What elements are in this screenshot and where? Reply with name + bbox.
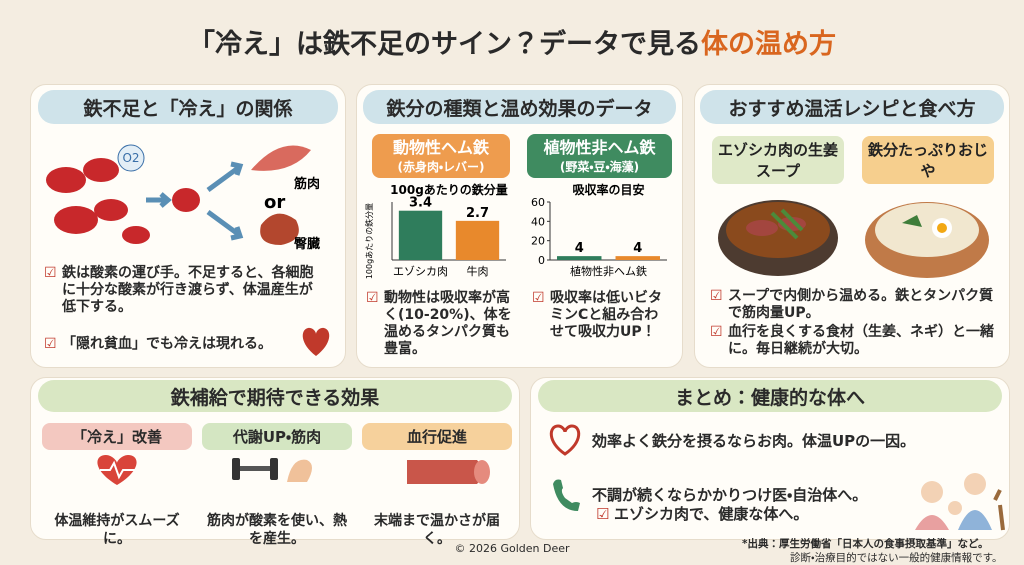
effect-text: 体温維持がスムーズに。: [54, 513, 180, 547]
o2-label: O2: [122, 151, 139, 165]
chart: 吸収率の目安 0 20 40 60 4 4 植物性非ヘム鉄: [531, 182, 667, 278]
heart-icon: [302, 327, 330, 356]
heme-name: 動物性ヘム鉄: [392, 138, 489, 157]
effect-card: 代謝UP・筋肉筋肉が酸素を使い、熱を産生。: [202, 423, 352, 548]
bullet: 吸収率は低いビタミンCと組み合わせて吸収力UP！: [532, 290, 672, 341]
x-tick-label: 牛肉: [467, 264, 489, 278]
bar: [398, 210, 443, 260]
nonheme-sources: (野菜・豆・海藻): [559, 160, 640, 174]
value-label: 4: [633, 241, 642, 256]
bullet: スープで内側から温める。鉄とタンパク質で筋肉量UP。: [710, 288, 1000, 322]
nonheme-name: 植物性非ヘム鉄: [543, 138, 656, 157]
summary-item: エゾシカ肉で、健康な体へ。: [596, 506, 826, 524]
effect-title: 代謝UP・筋肉: [202, 423, 352, 450]
nonheme-tag: 植物性非ヘム鉄 (野菜・豆・海藻): [527, 134, 672, 178]
kidney-label: 臀臓: [294, 236, 320, 252]
heme-sources: (赤身肉・レバー): [397, 160, 485, 174]
effect-title: 「冷え」改善: [42, 423, 192, 450]
value-label: 3.4: [409, 196, 432, 211]
title: 「冷え」は鉄不足のサイン？データで見る体の温め方: [0, 22, 1024, 61]
effect-icons: [97, 455, 490, 485]
iron-heading: 鉄分の種類と温め効果のデータ: [363, 90, 676, 124]
effects-heading: 鉄補給で期待できる効果: [38, 380, 512, 412]
summary-heading: まとめ：健康的な体へ: [538, 380, 1002, 412]
x-tick-label: エゾシカ肉: [393, 265, 448, 278]
effect-title: 血行促進: [362, 423, 512, 450]
bar: [557, 256, 602, 260]
effect-text: 筋肉が酸素を使い、熱を産生。: [207, 513, 347, 547]
source: *出典：厚生労働省「日本人の食事摂取基準」など。: [742, 538, 989, 550]
bullet: 動物性は吸収率が高く(10-20%)、体を温めるタンパク質も豊富。: [366, 290, 516, 358]
y-tick-label: 0: [538, 254, 545, 267]
bullet: 血行を良くする食材（生姜、ネギ）と一緒に。毎日継続が大切。: [710, 324, 1000, 358]
family-illustration: [915, 473, 1005, 531]
effect-card: 「冷え」改善体温維持がスムーズに。: [42, 423, 192, 548]
effect-card: 血行促進末端まで温かさが届く。: [362, 423, 512, 548]
value-label: 4: [575, 241, 584, 256]
y-tick-label: 40: [531, 215, 545, 228]
muscle-label: 筋肉: [293, 176, 320, 192]
bar: [455, 220, 500, 260]
title-main: 「冷え」は鉄不足のサイン？データで見る: [188, 29, 701, 60]
value-label: 2.7: [466, 206, 489, 221]
copyright: © 2026 Golden Deer: [454, 542, 570, 555]
y-axis-label: 100gあたりの鉄分量: [364, 203, 374, 279]
effect-text: 末端まで温かさが届く。: [374, 513, 500, 547]
summary-item: 不調が続くならかかりつけ医・自治体へ。: [592, 486, 868, 504]
recipe-heading: おすすめ温活レシピと食べ方: [700, 90, 1004, 124]
chart-title: 100gあたりの鉄分量: [390, 182, 508, 197]
x-axis-label: 植物性非ヘム鉄: [570, 264, 647, 278]
bullet: 鉄は酸素の運び手。不足すると、各細胞に十分な酸素が行き渡らず、体温産生が低下する…: [44, 265, 314, 316]
chart-title: 吸収率の目安: [572, 182, 644, 197]
summary-icons: [549, 424, 581, 511]
or-label: or: [264, 192, 285, 213]
y-tick-label: 60: [531, 196, 545, 209]
heme-tag: 動物性ヘム鉄 (赤身肉・レバー): [372, 134, 510, 178]
bullet: 「隠れ貧血」でも冷えは現れる。: [44, 336, 314, 353]
y-tick-label: 20: [531, 235, 545, 248]
recipe-name: 鉄分たっぷりおじや: [862, 136, 994, 184]
recipe-name: エゾシカ肉の生姜スープ: [712, 136, 844, 184]
relation-heading: 鉄不足と「冷え」の関係: [38, 90, 338, 124]
blood-illustration: O2 筋肉 or 臀臓: [46, 144, 320, 252]
title-accent: 体の温め方: [701, 29, 836, 60]
summary-item: 効率よく鉄分を摂るならお肉。体温UPの一因。: [592, 432, 916, 450]
food-illustration: [718, 200, 989, 278]
bar: [615, 256, 660, 260]
